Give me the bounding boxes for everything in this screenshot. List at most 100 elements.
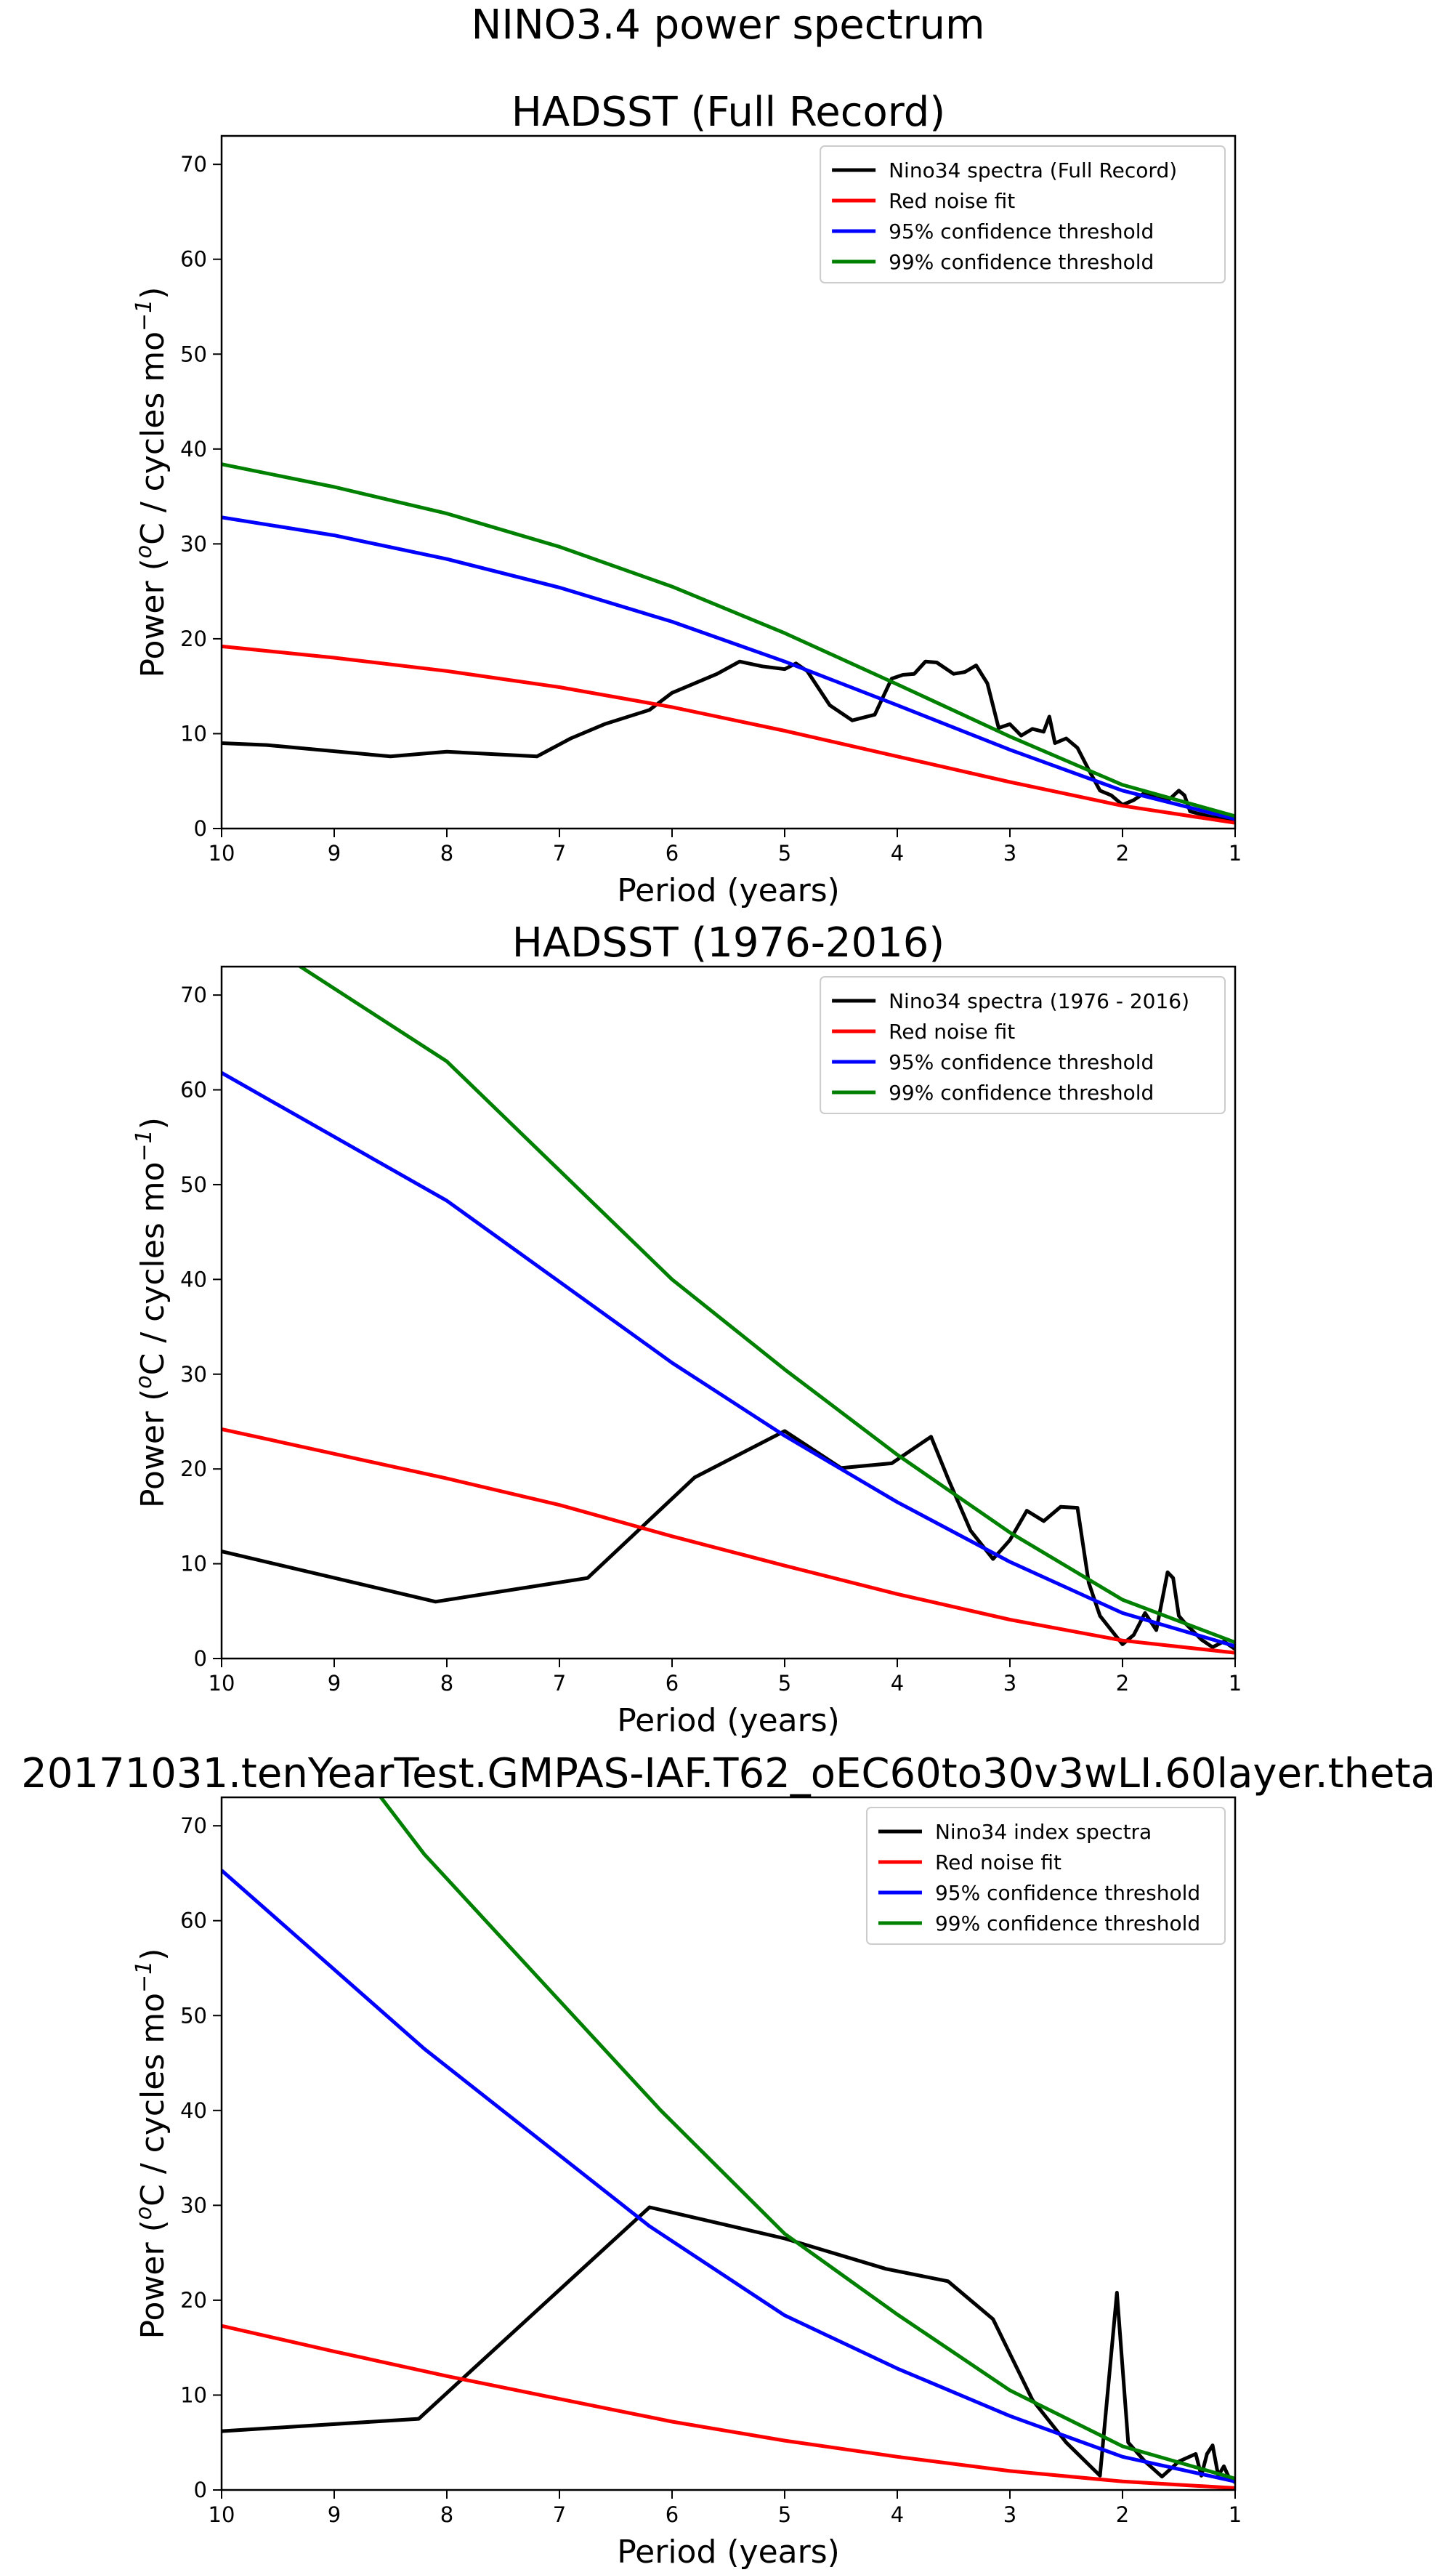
y-tick-label: 30 bbox=[180, 1362, 207, 1387]
x-tick-label: 6 bbox=[666, 841, 679, 866]
legend: Nino34 spectra (Full Record) Red noise fi… bbox=[820, 145, 1226, 283]
x-tick-label: 2 bbox=[1116, 841, 1129, 866]
y-axis-label-part: C / cycles mo bbox=[134, 331, 171, 545]
legend: Nino34 spectra (1976 - 2016) Red noise fi… bbox=[820, 976, 1226, 1114]
series-line-2 bbox=[222, 2324, 1235, 2490]
y-tick-label: 10 bbox=[180, 721, 207, 746]
y-axis-label-part: C / cycles mo bbox=[134, 1161, 171, 1375]
y-axis-label-superscript: o bbox=[132, 2207, 157, 2220]
x-tick-label: 2 bbox=[1116, 1671, 1129, 1696]
x-tick-label: 5 bbox=[778, 1671, 791, 1696]
y-tick-label: 10 bbox=[180, 2382, 207, 2407]
axes-frame bbox=[220, 134, 1237, 830]
x-tick-label: 10 bbox=[209, 841, 235, 866]
y-axis-label-part: ) bbox=[134, 1949, 171, 1961]
legend-box bbox=[865, 1807, 1226, 1945]
series-lines bbox=[222, 967, 1235, 1655]
x-axis-label: Period (years) bbox=[617, 872, 840, 909]
x-tick-label: 3 bbox=[1003, 2502, 1016, 2527]
y-tick-label: 40 bbox=[180, 437, 207, 462]
y-axis-label-part: ) bbox=[134, 287, 171, 299]
series-line-4 bbox=[222, 462, 1235, 818]
y-axis-label-superscript: −1 bbox=[132, 1129, 157, 1161]
series-line-3 bbox=[222, 515, 1235, 821]
y-tick-label: 50 bbox=[180, 2003, 207, 2028]
series-line-3 bbox=[222, 1071, 1235, 1648]
y-tick-label: 60 bbox=[180, 247, 207, 272]
x-tick-label: 2 bbox=[1116, 2502, 1129, 2527]
x-tick-label: 9 bbox=[328, 1671, 341, 1696]
y-axis-label: Power (oC / cycles mo−1) bbox=[132, 287, 172, 678]
x-axis-label: Period (years) bbox=[617, 1702, 840, 1739]
legend-label: 99% confidence threshold bbox=[889, 1081, 1154, 1105]
series-line-1 bbox=[222, 659, 1235, 823]
x-tick-label: 8 bbox=[440, 841, 453, 866]
y-tick-label: 70 bbox=[180, 983, 207, 1007]
legend-label: 99% confidence threshold bbox=[889, 250, 1154, 274]
y-tick-label: 20 bbox=[180, 1456, 207, 1481]
legend-box bbox=[820, 145, 1226, 283]
y-tick-label: 30 bbox=[180, 2193, 207, 2217]
series-line-4 bbox=[379, 1797, 1235, 2481]
x-tick-label: 3 bbox=[1003, 841, 1016, 866]
y-tick-label: 70 bbox=[180, 152, 207, 177]
chart-title: HADSST (Full Record) bbox=[511, 89, 945, 136]
x-tick-label: 5 bbox=[778, 841, 791, 866]
chart-panel-2: HADSST (1976-2016)10 9 8 7 6 5 4 3 2 101020304050… bbox=[132, 919, 1242, 1739]
y-axis-label: Power (oC / cycles mo−1) bbox=[132, 1949, 172, 2340]
y-tick-label: 0 bbox=[194, 1646, 207, 1671]
legend-label: Nino34 index spectra bbox=[935, 1820, 1152, 1844]
y-tick-label: 20 bbox=[180, 2288, 207, 2313]
y-axis-label-superscript: o bbox=[132, 1375, 157, 1388]
axes-frame bbox=[220, 1796, 1237, 2491]
legend: Nino34 index spectra Red noise fit 95% con… bbox=[865, 1807, 1226, 1945]
series-line-2 bbox=[222, 644, 1235, 825]
legend-label: Nino34 spectra (Full Record) bbox=[889, 158, 1177, 182]
y-tick-label: 30 bbox=[180, 531, 207, 556]
y-axis-label-part: Power ( bbox=[134, 2220, 171, 2339]
figure-title: NINO3.4 power spectrum bbox=[471, 1, 985, 49]
y-tick-label: 60 bbox=[180, 1909, 207, 1933]
x-tick-label: 7 bbox=[553, 1671, 566, 1696]
y-axis-label-part: Power ( bbox=[134, 1389, 171, 1508]
legend-label: 95% confidence threshold bbox=[889, 1050, 1154, 1074]
y-axis-label-part: C / cycles mo bbox=[134, 1993, 171, 2207]
x-tick-label: 1 bbox=[1229, 1671, 1242, 1696]
y-axis-label-superscript: o bbox=[132, 545, 157, 558]
y-tick-label: 60 bbox=[180, 1078, 207, 1103]
x-tick-label: 7 bbox=[553, 841, 566, 866]
x-tick-label: 4 bbox=[891, 1671, 904, 1696]
series-lines bbox=[222, 462, 1235, 825]
legend-label: 95% confidence threshold bbox=[889, 219, 1154, 243]
y-axis-label: Power (oC / cycles mo−1) bbox=[132, 1117, 172, 1508]
x-tick-label: 7 bbox=[553, 2502, 566, 2527]
x-tick-label: 8 bbox=[440, 2502, 453, 2527]
y-axis-label-part: ) bbox=[134, 1117, 171, 1129]
chart-title: HADSST (1976-2016) bbox=[512, 919, 945, 967]
y-tick-label: 40 bbox=[180, 1267, 207, 1291]
legend-label: Red noise fit bbox=[889, 1020, 1015, 1044]
y-tick-label: 50 bbox=[180, 1172, 207, 1197]
x-axis-label: Period (years) bbox=[617, 2534, 840, 2571]
series-line-2 bbox=[222, 1427, 1235, 1655]
chart-panel-3: 20171031.tenYearTest.GMPAS-IAF.T62_oEC60… bbox=[21, 1750, 1436, 2571]
series-line-3 bbox=[222, 1869, 1235, 2483]
y-tick-label: 0 bbox=[194, 2478, 207, 2502]
x-tick-label: 5 bbox=[778, 2502, 791, 2527]
x-tick-label: 4 bbox=[891, 841, 904, 866]
y-tick-label: 20 bbox=[180, 626, 207, 651]
x-tick-label: 6 bbox=[666, 2502, 679, 2527]
x-tick-label: 10 bbox=[209, 1671, 235, 1696]
chart-panel-1: HADSST (Full Record)10 9 8 7 6 5 4 3 2 1010203040… bbox=[132, 89, 1242, 909]
x-tick-label: 4 bbox=[891, 2502, 904, 2527]
x-tick-label: 10 bbox=[209, 2502, 235, 2527]
x-tick-label: 9 bbox=[328, 2502, 341, 2527]
y-tick-label: 40 bbox=[180, 2098, 207, 2123]
series-line-1 bbox=[222, 2205, 1235, 2484]
legend-label: Red noise fit bbox=[935, 1850, 1061, 1874]
x-tick-label: 3 bbox=[1003, 1671, 1016, 1696]
x-tick-label: 9 bbox=[328, 841, 341, 866]
y-tick-label: 50 bbox=[180, 342, 207, 366]
series-line-4 bbox=[297, 967, 1235, 1645]
